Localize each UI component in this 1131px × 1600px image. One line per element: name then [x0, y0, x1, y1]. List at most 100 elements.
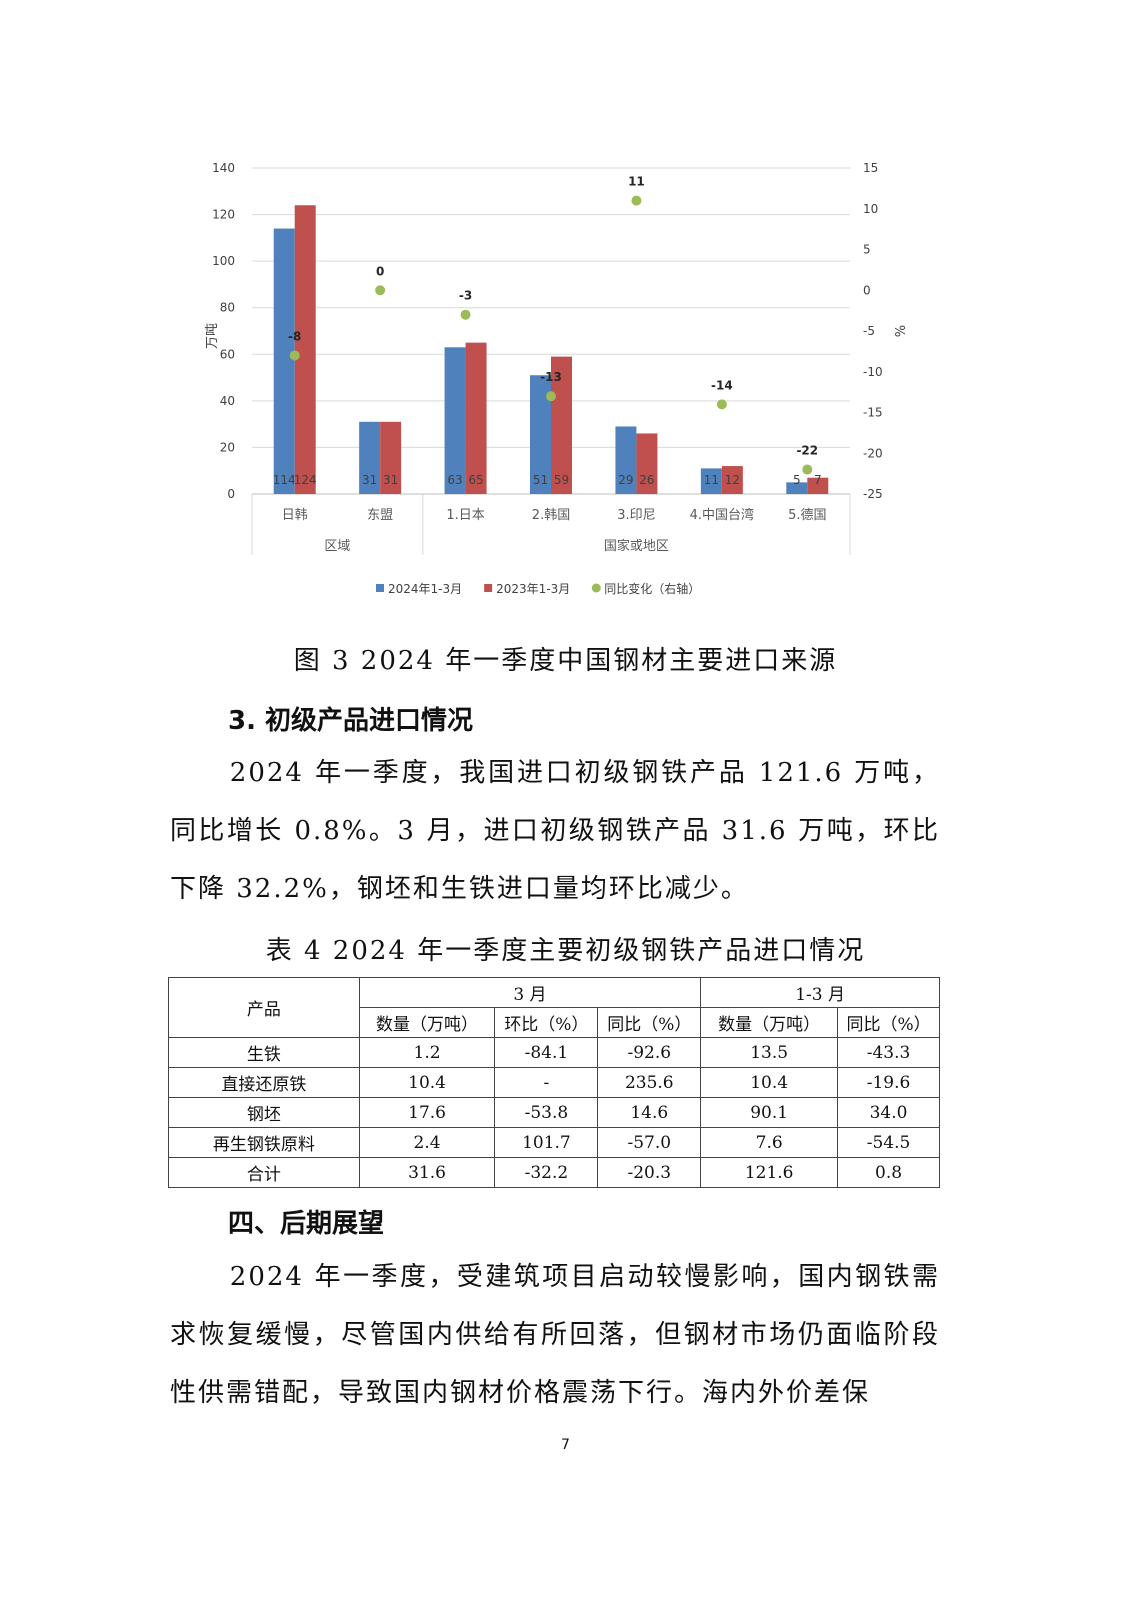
point-data-label: -8	[288, 329, 301, 343]
primary-products-import-table: 产品 3 月 1-3 月 数量（万吨） 环比（%） 同比（%） 数量（万吨） 同…	[168, 977, 940, 1188]
bar	[530, 375, 551, 494]
category-label: 东盟	[367, 508, 393, 523]
y2-axis-title: %	[891, 325, 906, 337]
bar	[294, 205, 316, 494]
legend-label: 2024年1-3月	[388, 582, 462, 596]
category-label: 1.日本	[446, 508, 484, 523]
y2-tick-label: -5	[863, 324, 875, 338]
value-cell: 7.6	[700, 1127, 839, 1158]
product-name-cell: 钢坯	[168, 1097, 360, 1128]
scatter-point	[802, 464, 813, 475]
header-march: 3 月	[358, 977, 702, 1008]
bar	[444, 347, 466, 494]
value-cell: 14.6	[597, 1097, 702, 1128]
bar	[807, 477, 829, 494]
category-label: 2.韩国	[532, 508, 570, 523]
bar-data-label: 31	[362, 473, 377, 487]
point-data-label: 11	[628, 175, 645, 189]
value-cell: -92.6	[597, 1037, 702, 1068]
bar-data-label: 5	[793, 473, 801, 487]
bar-data-label: 124	[294, 473, 317, 487]
column-header: 同比（%）	[597, 1007, 702, 1038]
y-tick-label: 80	[220, 301, 235, 315]
y2-tick-label: -20	[863, 446, 883, 460]
bar-data-label: 11	[704, 473, 719, 487]
scatter-point	[631, 195, 642, 206]
legend-label: 同比变化（右轴）	[604, 581, 700, 596]
product-name-cell: 直接还原铁	[168, 1067, 360, 1098]
point-data-label: 0	[376, 264, 384, 278]
value-cell: 235.6	[597, 1067, 702, 1098]
value-cell: 1.2	[358, 1037, 496, 1068]
bar	[380, 421, 402, 494]
legend-swatch	[376, 584, 384, 592]
point-data-label: -13	[540, 370, 562, 384]
scatter-point	[289, 350, 300, 361]
import-sources-chart: 020406080100120140-25-20-15-10-5051015万吨…	[205, 161, 906, 596]
value-cell: 10.4	[358, 1067, 496, 1098]
value-cell: -43.3	[837, 1037, 940, 1068]
y-tick-label: 60	[220, 347, 235, 361]
legend-swatch	[484, 584, 493, 592]
y-axis-title: 万吨	[205, 323, 220, 349]
bar	[465, 342, 487, 494]
scatter-point	[716, 399, 727, 410]
point-data-label: -22	[796, 444, 818, 458]
bar-data-label: 31	[383, 473, 398, 487]
y2-tick-label: 10	[863, 202, 878, 216]
y2-tick-label: -10	[863, 365, 883, 379]
value-cell: 121.6	[700, 1157, 839, 1188]
bar-data-label: 59	[554, 473, 569, 487]
y-tick-label: 40	[220, 394, 235, 408]
category-label: 日韩	[282, 508, 308, 523]
bar	[636, 433, 658, 494]
bar-data-label: 114	[273, 473, 296, 487]
page-number: 7	[561, 1437, 570, 1453]
bar-data-label: 51	[533, 473, 548, 487]
y-tick-label: 0	[227, 487, 235, 501]
value-cell: 0.8	[837, 1157, 940, 1188]
y-tick-label: 20	[220, 440, 235, 454]
group-label: 国家或地区	[604, 538, 669, 554]
y2-tick-label: 0	[863, 283, 871, 297]
value-cell: 13.5	[700, 1037, 839, 1068]
product-name-cell: 合计	[168, 1157, 360, 1188]
bar-data-label: 12	[725, 473, 740, 487]
figure-caption: 图 3 2024 年一季度中国钢材主要进口来源	[293, 646, 838, 676]
point-data-label: -3	[459, 289, 472, 303]
column-header: 数量（万吨）	[700, 1007, 839, 1038]
section-3-paragraph: 2024 年一季度，我国进口初级钢铁产品 121.6 万吨，同比增长 0.8%。…	[170, 758, 940, 904]
header-product: 产品	[168, 977, 360, 1038]
bar	[700, 468, 722, 494]
value-cell: -53.8	[494, 1097, 599, 1128]
bar-data-label: 29	[618, 473, 633, 487]
point-data-label: -14	[711, 378, 733, 392]
table-row: 直接还原铁 10.4-235.6 10.4 -19.6	[168, 1067, 940, 1098]
y2-tick-label: -15	[863, 406, 883, 420]
value-cell: 90.1	[700, 1097, 839, 1128]
value-cell: 34.0	[837, 1097, 940, 1128]
legend-swatch	[591, 583, 601, 593]
table-caption: 表 4 2024 年一季度主要初级钢铁产品进口情况	[265, 936, 866, 966]
legend-label: 2023年1-3月	[496, 582, 570, 596]
section-3-heading: 3. 初级产品进口情况	[228, 706, 474, 736]
y2-tick-label: 5	[863, 243, 871, 257]
scatter-point	[546, 391, 556, 402]
bar-data-label: 65	[468, 473, 483, 487]
value-cell: 10.4	[700, 1067, 839, 1098]
bar	[721, 466, 743, 494]
value-cell: -	[494, 1067, 599, 1098]
value-cell: -19.6	[837, 1067, 940, 1098]
bar-data-label: 63	[447, 473, 462, 487]
category-label: 5.德国	[788, 508, 826, 523]
y-tick-label: 100	[212, 254, 235, 268]
bar	[359, 421, 381, 494]
table-row: 合计 31.6 -32.2 -20.3 121.6 0.8	[168, 1157, 940, 1188]
section-4-heading: 四、后期展望	[228, 1209, 385, 1239]
bar	[551, 356, 572, 494]
value-cell: -84.1	[494, 1037, 599, 1068]
y-tick-label: 120	[212, 208, 235, 222]
value-cell: -32.2	[494, 1157, 599, 1188]
value-cell: 2.4	[358, 1127, 496, 1158]
value-cell: 17.6	[358, 1097, 496, 1128]
